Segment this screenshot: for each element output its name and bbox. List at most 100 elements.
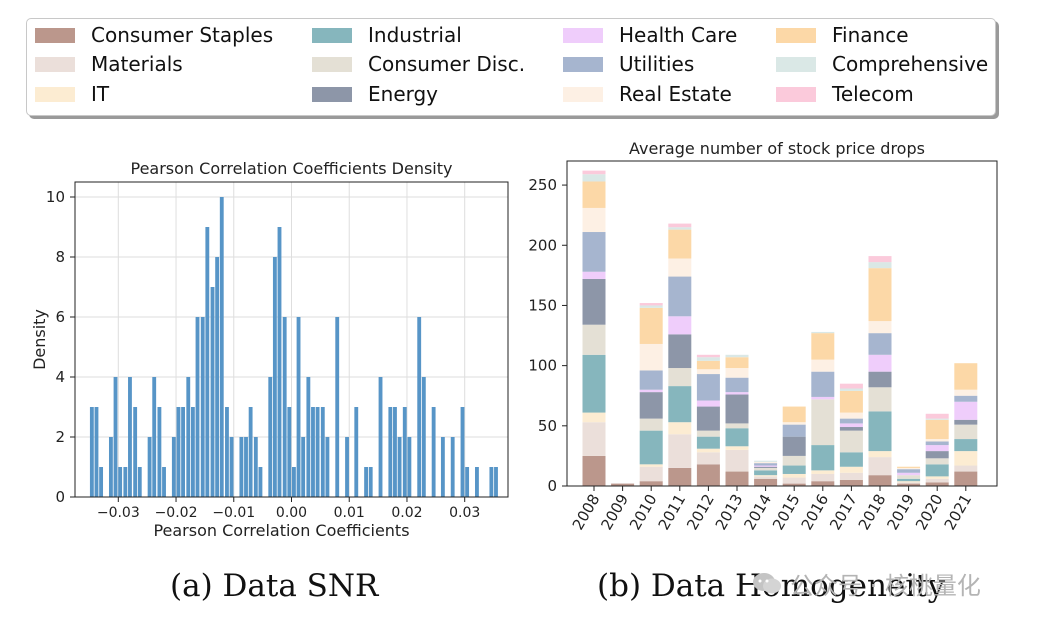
- stacked-bar-segment: [582, 422, 606, 456]
- x-tick-label: −0.03: [97, 505, 140, 521]
- stacked-bar-segment: [925, 464, 949, 477]
- legend-item: Comprehensive: [776, 51, 988, 77]
- x-tick-label: 2016: [798, 491, 833, 533]
- legend-label: Finance: [832, 23, 909, 47]
- histogram-bar: [315, 407, 320, 497]
- stacked-bar-segment: [754, 478, 778, 486]
- stacked-bar-segment: [839, 388, 863, 391]
- stacked-bar-segment: [639, 303, 663, 306]
- x-tick-label: 0.00: [276, 505, 307, 521]
- histogram-bar: [219, 197, 224, 497]
- stacked-bar-segment: [639, 343, 663, 371]
- legend-swatch: [35, 27, 75, 43]
- y-tick-label: 8: [55, 248, 65, 266]
- stacked-bar-segment: [811, 359, 835, 372]
- stacked-bar-segment: [696, 400, 720, 407]
- histogram-bar: [345, 437, 349, 497]
- histogram-bar: [421, 377, 426, 497]
- stacked-bar-segment: [811, 481, 835, 486]
- legend-swatch: [563, 27, 603, 43]
- histogram-bar: [296, 317, 301, 497]
- stacked-bar-segment: [725, 357, 749, 369]
- histogram-bar: [354, 407, 359, 497]
- legend-swatch: [563, 56, 603, 72]
- stacked-bar-segment: [954, 419, 978, 425]
- stacked-bar-segment: [868, 256, 892, 263]
- histogram-bar: [195, 317, 200, 497]
- x-tick-label: 2008: [569, 491, 604, 533]
- stacked-bar-segment: [725, 428, 749, 447]
- stacked-bar-segment: [782, 436, 806, 456]
- histogram-bar: [157, 407, 162, 497]
- histogram-bar: [147, 437, 152, 497]
- stacked-bar-segment: [725, 368, 749, 378]
- histogram-bar: [320, 407, 325, 497]
- histogram-bar: [393, 407, 397, 497]
- legend-label: Telecom: [832, 82, 914, 106]
- stacked-bar-segment: [668, 467, 692, 486]
- histogram-bar: [113, 377, 118, 497]
- stacked-bar-segment: [782, 483, 806, 486]
- legend-label: Consumer Disc.: [368, 52, 526, 76]
- histogram-bar: [417, 317, 422, 497]
- histogram-bar: [205, 227, 210, 497]
- x-axis-label: Pearson Correlation Coefficients: [153, 521, 409, 540]
- stacked-bar-segment: [839, 479, 863, 486]
- stacked-bar-segment: [582, 455, 606, 486]
- legend-label: Industrial: [368, 23, 462, 47]
- chat-bubble-icon: [753, 572, 781, 593]
- x-tick-label: 2011: [655, 491, 690, 533]
- y-tick-label: 150: [528, 296, 557, 314]
- stacked-bar-segment: [582, 412, 606, 423]
- legend-label: IT: [91, 82, 110, 106]
- y-tick-label: 200: [528, 236, 557, 254]
- stacked-bar-segment: [868, 268, 892, 322]
- stacked-bar-segment: [639, 389, 663, 393]
- histogram-bar: [176, 407, 181, 497]
- histogram-bar: [489, 467, 494, 497]
- y-tick-label: 2: [55, 428, 65, 446]
- stacked-bar-segment: [811, 473, 835, 482]
- stacked-bar-segment: [811, 331, 835, 334]
- histogram-bar: [306, 377, 311, 497]
- histogram-bar: [258, 467, 263, 497]
- stacked-bar-segment: [897, 475, 921, 479]
- histogram-bar: [89, 407, 94, 497]
- stacked-bar-segment: [954, 401, 978, 420]
- histogram-bar: [325, 437, 330, 497]
- stacked-bar-segment: [954, 471, 978, 486]
- stacked-bar-segment: [696, 360, 720, 370]
- stacked-bar-segment: [782, 424, 806, 437]
- stacked-bar-segment: [668, 258, 692, 277]
- histogram-bar: [171, 437, 176, 497]
- histogram-bar: [311, 407, 315, 497]
- x-tick-label: 0.01: [334, 505, 365, 521]
- stacked-bar-segment: [754, 467, 778, 471]
- stacked-bar-segment: [925, 478, 949, 483]
- legend-label: Materials: [91, 52, 183, 76]
- stacked-bar-segment: [725, 394, 749, 424]
- stacked-bar-segment: [582, 181, 606, 208]
- stacked-bar-segment: [868, 475, 892, 486]
- histogram-bar: [94, 407, 99, 497]
- x-tick-label: 2018: [855, 491, 890, 533]
- stacked-bar-segment: [696, 369, 720, 375]
- histogram-bar: [465, 467, 470, 497]
- x-tick-label: −0.02: [155, 505, 198, 521]
- stacked-bar-segment: [582, 324, 606, 355]
- histogram-bar: [118, 467, 123, 497]
- stacked-bar-segment: [639, 392, 663, 419]
- x-tick-label: 2009: [597, 491, 632, 533]
- histogram-bar: [133, 407, 138, 497]
- histogram-bar: [335, 317, 340, 497]
- histogram-bar: [215, 257, 220, 497]
- legend-label: Comprehensive: [832, 52, 989, 76]
- stacked-bar-segment: [754, 475, 778, 477]
- stacked-bar-segment: [754, 465, 778, 467]
- stacked-bar-segment: [954, 363, 978, 390]
- stacked-bar-segment: [668, 276, 692, 317]
- stacked-bar-segment: [696, 436, 720, 449]
- stacked-bar-segment: [696, 354, 720, 358]
- histogram-bar: [244, 437, 248, 497]
